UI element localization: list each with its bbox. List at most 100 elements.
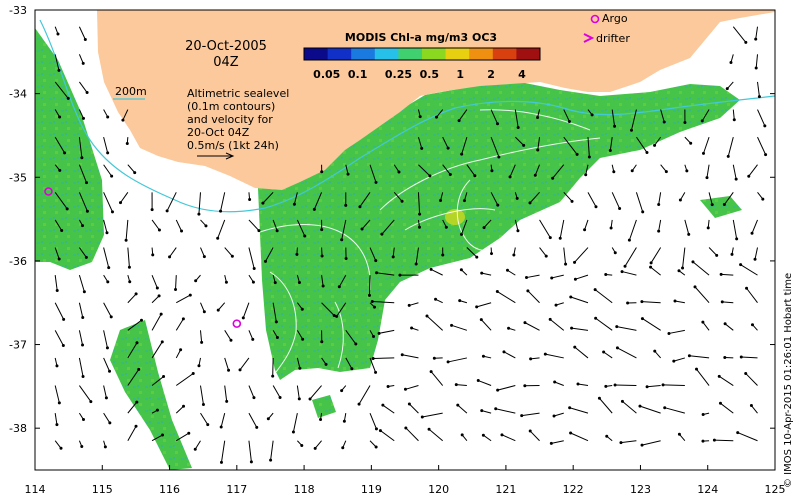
y-tick-label: -34 [9, 88, 27, 101]
velocity-vector-head [731, 253, 734, 256]
velocity-vector-head [85, 181, 88, 184]
velocity-vector-head [500, 433, 503, 436]
velocity-vector-head [584, 173, 587, 176]
velocity-vector-head [721, 300, 724, 303]
velocity-vector-head [225, 281, 228, 284]
velocity-vector-head [298, 281, 301, 284]
velocity-vector-head [496, 204, 499, 207]
velocity-vector-head [702, 413, 705, 416]
velocity-vector-head [298, 367, 301, 370]
velocity-vector-head [621, 270, 624, 273]
velocity-vector-head [569, 296, 572, 299]
velocity-vector-head [80, 156, 83, 159]
velocity-vector-head [763, 124, 766, 127]
velocity-vector-head [158, 294, 161, 297]
velocity-vector [714, 440, 733, 441]
velocity-vector-head [740, 355, 743, 358]
velocity-vector-head [683, 121, 686, 124]
velocity-vector-head [58, 258, 61, 261]
velocity-vector-head [745, 287, 748, 290]
velocity-vector-head [295, 253, 298, 256]
colorbar-label: 0.1 [348, 68, 368, 81]
velocity-vector-head [58, 116, 61, 119]
velocity-vector-head [368, 294, 371, 297]
colorbar-swatch [328, 48, 352, 60]
velocity-vector-head [408, 304, 411, 307]
colorbar-label: 0.5 [420, 68, 440, 81]
velocity-vector-head [723, 203, 726, 206]
velocity-vector-head [166, 209, 169, 212]
velocity-vector-head [220, 461, 223, 464]
velocity-vector-head [497, 155, 500, 158]
velocity-vector-head [534, 174, 537, 177]
velocity-vector-head [314, 447, 317, 450]
velocity-vector-head [374, 181, 377, 184]
description-line-3: and velocity for [187, 113, 273, 126]
velocity-vector-head [605, 435, 608, 438]
y-tick-label: -36 [9, 255, 27, 268]
x-tick-label: 117 [226, 483, 247, 496]
velocity-vector-head [678, 433, 681, 436]
colorbar-label: 2 [487, 68, 495, 81]
velocity-vector-head [271, 375, 274, 378]
velocity-vector-head [477, 379, 480, 382]
velocity-vector-head [66, 207, 69, 210]
velocity-vector-head [105, 231, 108, 234]
velocity-vector-head [257, 229, 260, 232]
velocity-vector-head [325, 363, 328, 366]
velocity-vector-head [583, 228, 586, 231]
velocity-vector-head [653, 144, 656, 147]
velocity-vector-head [689, 142, 692, 145]
velocity-vector-head [80, 445, 83, 448]
velocity-vector-head [381, 404, 384, 407]
velocity-vector-head [701, 440, 704, 443]
colorbar-swatch [375, 48, 399, 60]
velocity-vector-head [350, 367, 353, 370]
velocity-vector-head [216, 237, 219, 240]
velocity-vector-head [574, 278, 577, 281]
x-tick-label: 114 [25, 483, 46, 496]
velocity-vector-head [373, 306, 376, 309]
velocity-vector-head [313, 208, 316, 211]
velocity-vector-head [616, 346, 619, 349]
velocity-vector-head [591, 113, 594, 116]
velocity-vector-head [161, 434, 164, 437]
velocity-vector-head [758, 95, 761, 98]
velocity-vector-head [445, 226, 448, 229]
velocity-vector-head [461, 433, 464, 436]
velocity-vector-head [428, 428, 431, 431]
velocity-vector-head [570, 327, 573, 330]
colorbar [304, 48, 541, 60]
velocity-vector-head [460, 233, 463, 236]
velocity-vector-head [516, 229, 519, 232]
velocity-vector-head [650, 261, 653, 264]
velocity-vector-head [550, 442, 553, 445]
velocity-vector-head [496, 122, 499, 125]
velocity-vector-head [378, 332, 381, 335]
velocity-vector-head [60, 447, 63, 450]
velocity-vector-head [747, 175, 750, 178]
velocity-vector [373, 358, 394, 359]
velocity-vector-head [502, 350, 505, 353]
velocity-vector-head [649, 266, 652, 269]
velocity-vector-head [194, 448, 197, 451]
colorbar-swatch [446, 48, 470, 60]
velocity-vector-head [568, 406, 571, 409]
velocity-vector-head [418, 213, 421, 216]
velocity-vector-head [458, 299, 461, 302]
velocity-vector-head [301, 338, 304, 341]
velocity-vector-head [135, 341, 138, 344]
colorbar-label: 4 [518, 68, 526, 81]
velocity-vector-head [744, 372, 747, 375]
velocity-vector-head [576, 153, 579, 156]
velocity-vector-head [694, 285, 697, 288]
velocity-vector-head [754, 258, 757, 261]
velocity-vector-head [496, 389, 499, 392]
velocity-vector-head [292, 431, 295, 434]
velocity-vector-head [344, 204, 347, 207]
velocity-vector-head [179, 348, 182, 351]
velocity-vector-head [126, 142, 129, 145]
velocity-vector-head [490, 169, 493, 172]
velocity-vector-head [301, 308, 304, 311]
